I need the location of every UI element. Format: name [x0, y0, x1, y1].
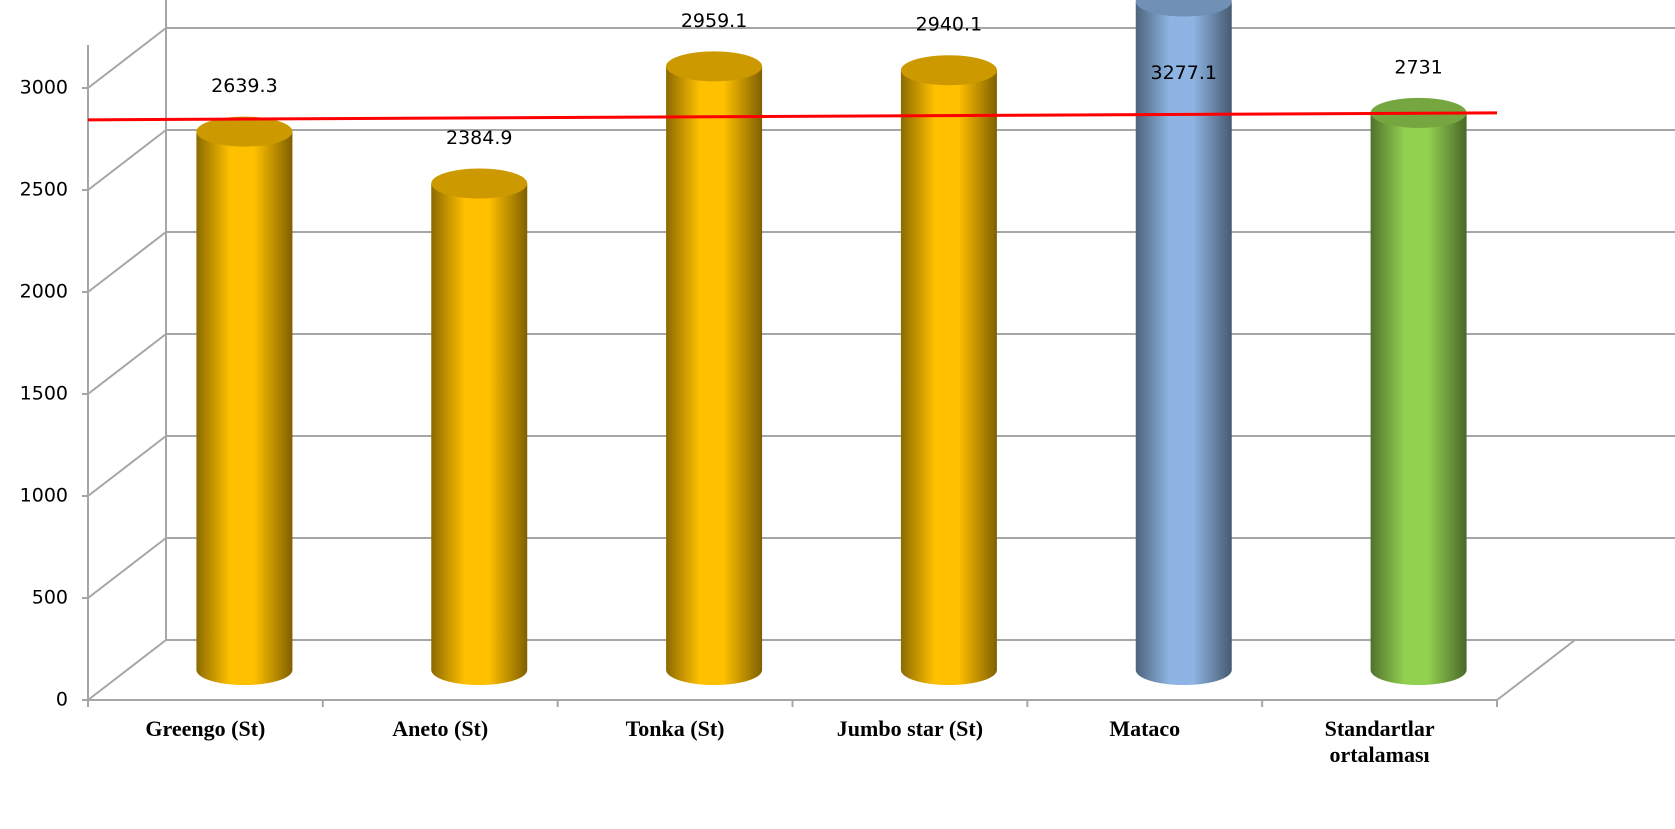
data-label: 2959.1 [681, 10, 747, 32]
bar-top [431, 168, 528, 199]
y-tick-label: 1500 [20, 383, 68, 405]
y-tick-label: 3000 [20, 77, 68, 99]
side-grid-line [87, 639, 167, 701]
bar-top [1135, 0, 1232, 17]
bar [431, 183, 528, 685]
bar [1135, 1, 1232, 685]
reference-line [87, 111, 1498, 122]
side-grid-line [87, 537, 167, 599]
bar [1370, 112, 1467, 686]
x-tick-label: Greengo (St) [145, 716, 266, 741]
y-tick-label: 0 [56, 689, 68, 711]
data-label: 3277.1 [1151, 62, 1217, 84]
side-grid-line [87, 435, 167, 497]
bar-top [900, 55, 997, 86]
bar [900, 70, 997, 685]
side-grid-line [87, 129, 167, 191]
bar-top [196, 116, 293, 147]
y-tick-label: 1000 [20, 485, 68, 507]
x-tick-label: Aneto (St) [392, 716, 489, 741]
data-label: 2384.9 [446, 127, 512, 149]
side-grid-line [87, 333, 167, 395]
side-grid-line [87, 231, 167, 293]
floor-edge [1496, 639, 1576, 701]
data-label: 2940.1 [916, 14, 982, 36]
x-tick-label: Jumbo star (St) [836, 716, 984, 741]
bar-top [666, 51, 763, 82]
data-label: 2639.3 [211, 75, 277, 97]
y-tick-label: 500 [32, 587, 68, 609]
x-tick-label: Standartlar ortalaması [1324, 716, 1435, 767]
x-tick-label: Tonka (St) [625, 716, 725, 741]
data-label: 2731 [1394, 56, 1442, 78]
bar [666, 66, 763, 685]
y-tick-label: 2500 [20, 179, 68, 201]
y-tick-label: 2000 [20, 281, 68, 303]
x-tick-label: Mataco [1109, 716, 1181, 741]
bar [196, 131, 293, 685]
side-grid-line [87, 27, 167, 89]
